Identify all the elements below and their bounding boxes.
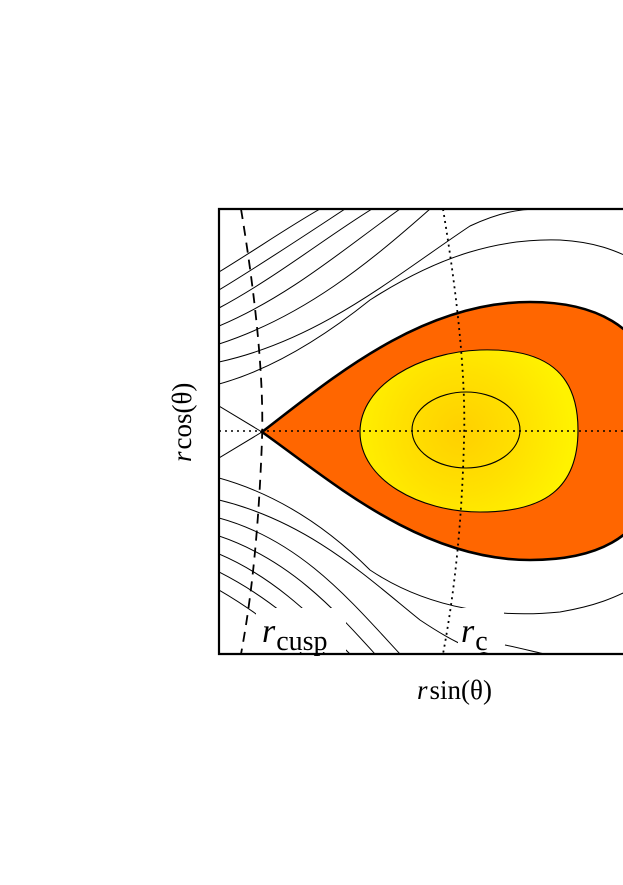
contour-line xyxy=(219,209,401,327)
rcusp-dashed-curve xyxy=(240,209,264,654)
rc-label-r: r xyxy=(461,613,475,650)
contour-line xyxy=(219,517,401,654)
rcusp-label-r: r xyxy=(262,613,276,650)
x-axis-label-rest: sin(θ) xyxy=(430,675,492,705)
rcusp-label-bg xyxy=(256,608,346,652)
plot-area xyxy=(219,209,623,654)
y-axis-label: rcos(θ) xyxy=(167,383,197,462)
separatrix-line xyxy=(219,405,263,433)
rc-dotted-curve xyxy=(442,209,466,654)
contour-line xyxy=(219,209,431,345)
rc-label-sub: c xyxy=(475,626,487,657)
rc-label: rc xyxy=(461,613,488,657)
rc-label-bg xyxy=(458,608,504,652)
plot-frame xyxy=(217,207,623,656)
y-axis-label-rest: cos(θ) xyxy=(167,383,197,450)
middle-lobe xyxy=(359,349,579,513)
contour-line xyxy=(219,535,376,654)
upper-contours xyxy=(219,209,623,385)
x-axis-label-r: r xyxy=(417,675,428,705)
contour-line xyxy=(219,209,373,309)
separatrix-line xyxy=(219,431,263,459)
contour-line xyxy=(219,209,346,291)
contour-line xyxy=(219,477,623,615)
inner-core-contour xyxy=(411,391,521,469)
x-axis-label: rsin(θ) xyxy=(417,675,492,705)
contour-line xyxy=(219,209,541,363)
cusp-separatrix xyxy=(219,405,263,459)
y-axis-label-r: r xyxy=(167,451,197,462)
contour-line xyxy=(219,209,321,273)
rcusp-label-sub: cusp xyxy=(276,626,327,657)
rcusp-label: rcusp xyxy=(262,613,328,657)
contour-line xyxy=(504,644,546,654)
contour-line xyxy=(219,239,623,385)
